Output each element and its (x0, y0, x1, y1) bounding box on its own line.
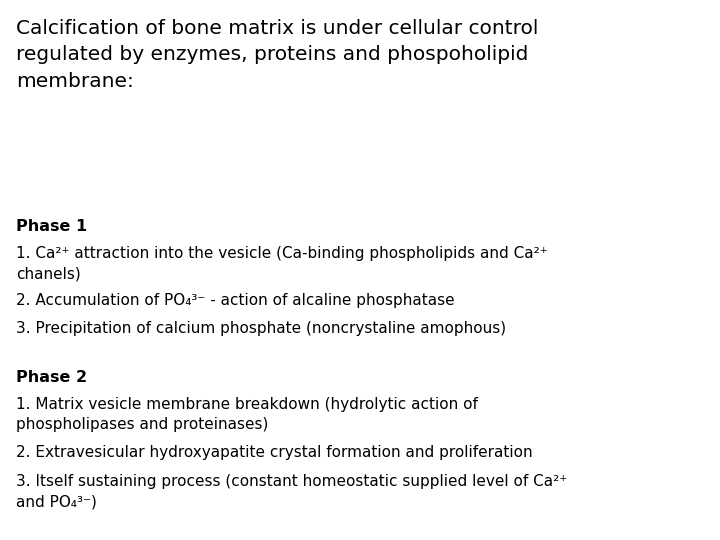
Text: 2. Accumulation of PO₄³⁻ - action of alcaline phosphatase: 2. Accumulation of PO₄³⁻ - action of alc… (16, 293, 454, 308)
Text: Phase 1: Phase 1 (16, 219, 87, 234)
Text: 1. Matrix vesicle membrane breakdown (hydrolytic action of
phospholipases and pr: 1. Matrix vesicle membrane breakdown (hy… (16, 397, 477, 433)
Text: 1. Ca²⁺ attraction into the vesicle (Ca-binding phospholipids and Ca²⁺
chanels): 1. Ca²⁺ attraction into the vesicle (Ca-… (16, 246, 548, 281)
Text: Calcification of bone matrix is under cellular control
regulated by enzymes, pro: Calcification of bone matrix is under ce… (16, 19, 539, 91)
Text: 3. Precipitation of calcium phosphate (noncrystaline amophous): 3. Precipitation of calcium phosphate (n… (16, 321, 506, 336)
Text: 3. Itself sustaining process (constant homeostatic supplied level of Ca²⁺
and PO: 3. Itself sustaining process (constant h… (16, 474, 567, 510)
Text: Phase 2: Phase 2 (16, 370, 87, 385)
Text: 2. Extravesicular hydroxyapatite crystal formation and proliferation: 2. Extravesicular hydroxyapatite crystal… (16, 446, 533, 461)
